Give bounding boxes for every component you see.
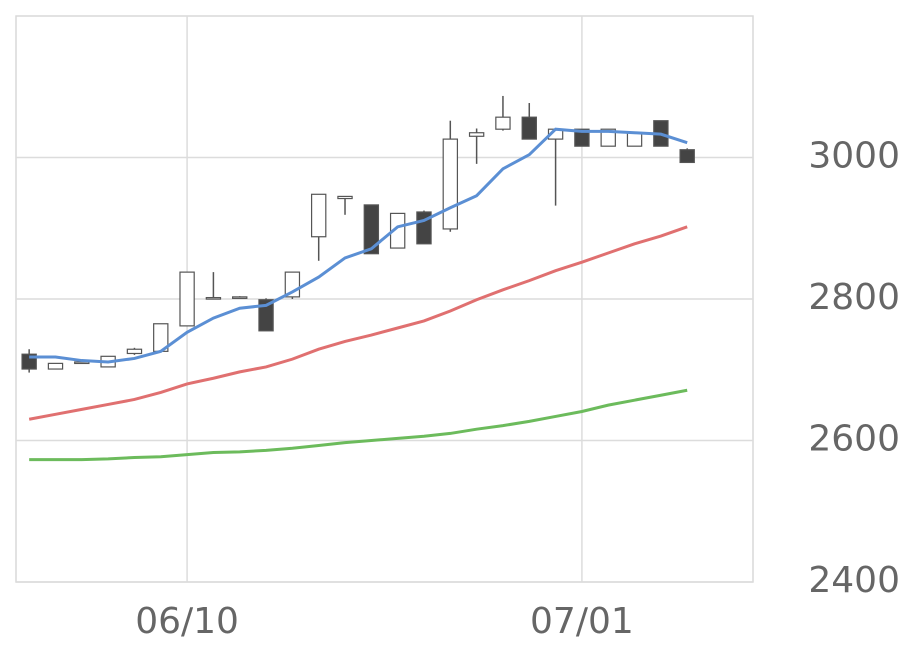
candle-body	[679, 149, 695, 164]
y-tick-label: 3000	[808, 136, 900, 177]
candle-body	[258, 299, 274, 332]
candle-body	[468, 132, 485, 137]
candle-body	[495, 116, 511, 130]
x-tick-label: 06/10	[135, 601, 239, 642]
moving-average-line	[29, 388, 688, 462]
candle-body	[179, 271, 195, 327]
candle-body	[574, 128, 590, 147]
candle-body	[337, 195, 353, 200]
candle-body	[363, 204, 380, 255]
candle-body	[310, 193, 327, 238]
moving-average-line	[29, 127, 688, 364]
candle-body	[521, 116, 537, 140]
candle-body	[232, 296, 248, 299]
x-tick-label: 07/01	[530, 601, 634, 642]
moving-average-line	[28, 225, 688, 421]
y-tick-label: 2400	[808, 560, 900, 601]
candle-body	[442, 138, 459, 230]
candle-body	[626, 132, 643, 147]
y-tick-label: 2800	[808, 277, 900, 318]
candle-body	[389, 212, 406, 249]
candle-body	[600, 128, 616, 147]
candle-body	[205, 296, 222, 300]
y-tick-label: 2600	[808, 419, 900, 460]
candle-body	[126, 348, 143, 355]
candle-body	[47, 362, 64, 370]
